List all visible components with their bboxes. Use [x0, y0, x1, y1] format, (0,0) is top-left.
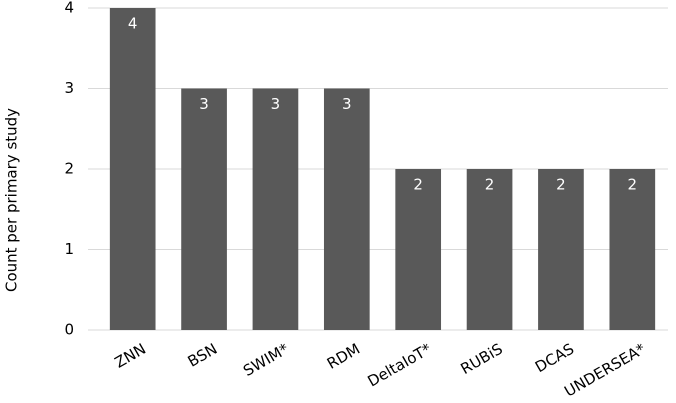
bar — [395, 169, 442, 330]
value-label: 4 — [128, 15, 138, 33]
bar — [181, 88, 227, 330]
bar — [323, 88, 370, 330]
y-axis-label: Count per primary study — [3, 108, 21, 292]
x-tick-label: BSN — [185, 340, 221, 371]
value-label: 2 — [413, 176, 423, 194]
y-tick-label: 2 — [64, 160, 74, 178]
bar — [466, 169, 513, 330]
y-tick-label: 0 — [64, 321, 74, 339]
y-tick-label: 4 — [64, 0, 74, 17]
x-tick-label: DeltaIoT* — [365, 340, 435, 391]
value-label: 2 — [556, 176, 566, 194]
x-tick-label: ZNN — [112, 340, 149, 372]
value-label: 3 — [342, 95, 352, 113]
value-label: 3 — [199, 95, 209, 113]
x-tick-label: RDM — [324, 340, 363, 373]
x-tick-label: RUBiS — [458, 340, 506, 378]
bar — [252, 88, 299, 330]
x-tick-label: UNDERSEA* — [561, 340, 649, 401]
bar — [538, 169, 584, 330]
x-tick-label: DCAS — [532, 340, 577, 376]
y-tick-label: 3 — [64, 79, 74, 97]
bar — [609, 169, 656, 330]
x-tick-label: SWIM* — [240, 340, 292, 380]
bar — [109, 8, 156, 330]
value-label: 3 — [271, 95, 281, 113]
value-label: 2 — [485, 176, 495, 194]
value-label: 2 — [628, 176, 638, 194]
y-tick-label: 1 — [64, 240, 74, 258]
